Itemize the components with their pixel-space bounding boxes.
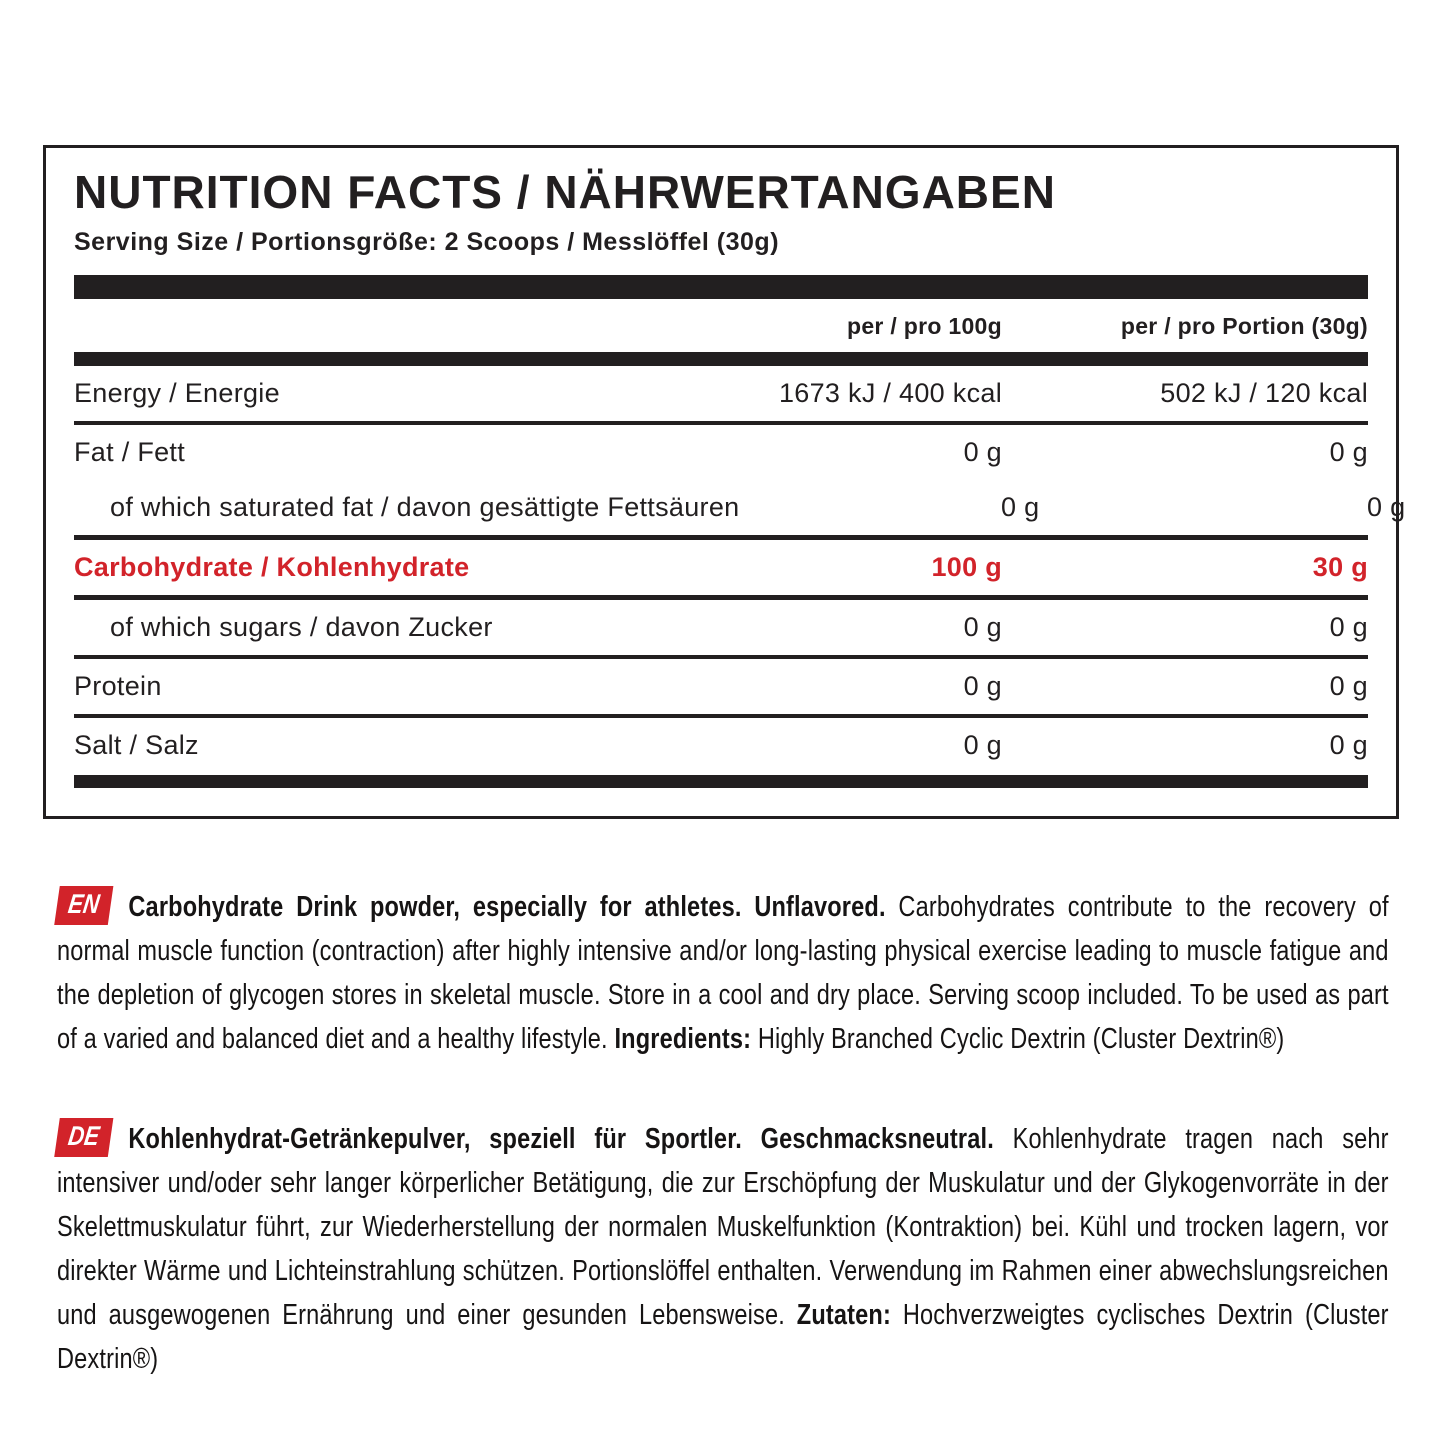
row-value-per-portion: 0 g	[1329, 671, 1368, 701]
en-language-badge: EN	[54, 886, 114, 925]
row-label: Protein	[74, 671, 162, 701]
en-ingredients-label: Ingredients:	[614, 1023, 752, 1055]
de-ingredients-label: Zutaten:	[796, 1299, 891, 1331]
row-value-per-portion: 0 g	[1329, 730, 1368, 760]
table-row-carbohydrate: Carbohydrate / Kohlenhydrate 100 g 30 g	[74, 540, 1368, 600]
row-value-per-portion: 0 g	[1329, 612, 1368, 642]
description-paragraph-en: EN Carbohydrate Drink powder, especially …	[54, 885, 1389, 1061]
row-value-per-100g: 1673 kJ / 400 kcal	[778, 378, 1002, 408]
table-row-saturated-fat: of which saturated fat / davon gesättigt…	[74, 480, 1405, 540]
divider-bar-bottom	[74, 775, 1368, 788]
column-header-per-portion: per / pro Portion (30g)	[1120, 313, 1368, 339]
row-value-per-100g: 100 g	[931, 552, 1002, 582]
en-lead-text: Carbohydrate Drink powder, especially fo…	[128, 891, 886, 923]
row-value-per-100g: 0 g	[963, 437, 1002, 467]
row-value-per-portion: 0 g	[1329, 437, 1368, 467]
table-row-salt: Salt / Salz 0 g 0 g	[74, 718, 1368, 773]
de-lead-text: Kohlenhydrat-Getränkepulver, speziell fü…	[128, 1123, 994, 1155]
table-header-row: per / pro 100g per / pro Portion (30g)	[74, 299, 1368, 344]
row-value-per-portion: 502 kJ / 120 kcal	[1160, 378, 1368, 408]
row-value-per-portion: 30 g	[1312, 552, 1368, 582]
table-row-sugars: of which sugars / davon Zucker 0 g 0 g	[74, 600, 1368, 659]
de-body-text: Kohlenhydrate tragen nach sehr intensive…	[57, 1123, 1389, 1331]
serving-size-line: Serving Size / Portionsgröße: 2 Scoops /…	[74, 228, 780, 256]
row-value-per-100g: 0 g	[963, 671, 1002, 701]
description-paragraph-de: DE Kohlenhydrat-Getränkepulver, speziell …	[54, 1117, 1389, 1381]
row-label: Carbohydrate / Kohlenhydrate	[74, 552, 470, 582]
divider-bar-top	[74, 275, 1368, 299]
row-label: of which saturated fat / davon gesättigt…	[110, 492, 740, 522]
column-header-per-100g: per / pro 100g	[846, 313, 1002, 339]
row-label: of which sugars / davon Zucker	[110, 612, 493, 642]
row-value-per-100g: 0 g	[963, 730, 1002, 760]
row-value-per-100g: 0 g	[963, 612, 1002, 642]
table-row-protein: Protein 0 g 0 g	[74, 659, 1368, 718]
nutrition-facts-panel: NUTRITION FACTS / NÄHRWERTANGABEN Servin…	[43, 145, 1405, 819]
en-body-text: Carbohydrates contribute to the recovery…	[57, 891, 1389, 1055]
de-language-badge: DE	[54, 1118, 114, 1157]
row-label: Energy / Energie	[74, 378, 280, 408]
panel-title: NUTRITION FACTS / NÄHRWERTANGABEN	[74, 166, 1056, 218]
row-value-per-portion: 0 g	[1367, 492, 1406, 522]
de-ingredients-text: Hochverzweigtes cyclisches Dextrin (Clus…	[57, 1299, 1389, 1375]
row-value-per-100g: 0 g	[1001, 492, 1040, 522]
en-ingredients-text: Highly Branched Cyclic Dextrin (Cluster …	[751, 1023, 1285, 1055]
divider-bar-header	[74, 352, 1368, 366]
row-label: Salt / Salz	[74, 730, 199, 760]
table-row-energy: Energy / Energie 1673 kJ / 400 kcal 502 …	[74, 366, 1368, 425]
table-row-fat: Fat / Fett 0 g 0 g	[74, 425, 1368, 480]
row-label: Fat / Fett	[74, 437, 186, 467]
